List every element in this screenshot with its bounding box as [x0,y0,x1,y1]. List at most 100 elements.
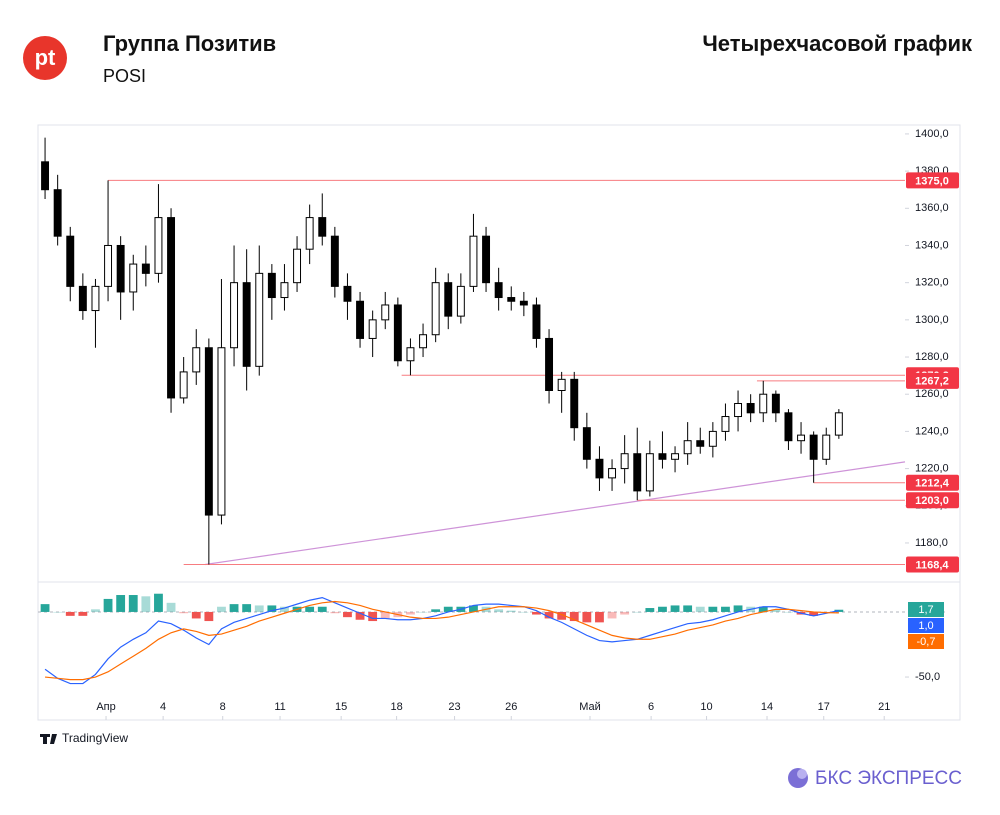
candle-body [217,347,226,516]
candle-body [154,217,163,274]
level-label: 1212,4 [915,478,950,490]
candle-body [381,304,390,321]
candle-body [330,235,339,287]
candle-body [658,453,667,460]
histogram-bar [179,611,189,614]
logo-text: pt [35,45,56,70]
y-tick-label: 1220,0 [915,462,949,474]
candle-body [545,337,554,391]
candle-body [267,272,276,299]
y-tick-label: 1320,0 [915,277,949,289]
candle-body [746,403,755,414]
histogram-bar [343,611,352,618]
level-label: 1203,0 [915,495,949,507]
histogram-bar [809,611,819,616]
x-tick-label: 10 [700,701,712,713]
histogram-bar [317,606,327,612]
histogram-bar [431,609,441,612]
histogram-bar [330,611,340,614]
x-tick-label: 11 [274,701,285,713]
x-tick-label: 23 [448,701,460,713]
histogram-bar [418,611,428,613]
y-tick-label: -50,0 [915,671,940,683]
histogram-bar [254,605,264,612]
candle-body [293,248,302,284]
chart-label: Четырехчасовой график [702,31,973,56]
candle-body [431,282,440,336]
histogram-bar [305,606,315,612]
histogram-bar [380,611,390,619]
histogram-bar [784,611,793,613]
candle-body [104,244,113,287]
candle-body [343,285,352,302]
y-tick-label: 1340,0 [915,239,949,251]
candle-body [708,430,717,447]
histogram-bar [242,604,252,612]
level-label-box [906,372,959,389]
histogram-bar [166,602,176,612]
candle-body [784,412,793,442]
chart-frame [37,124,961,721]
brand: БКС ЭКСПРЕСС [815,768,962,789]
histogram-bar [128,595,138,612]
last-value-label: -0,7 [917,636,936,648]
x-tick-label: 15 [335,701,347,713]
y-tick-label: 1180,0 [915,537,948,549]
candle-body [683,440,692,455]
x-tick-label: 21 [878,701,890,713]
histogram-bar [191,611,201,619]
histogram-bar [708,606,718,612]
histogram-bar [280,606,289,612]
candle-body [167,217,176,399]
histogram-bar [532,611,541,615]
level-label-box [906,172,959,189]
candle-body [721,416,730,432]
histogram-bar [544,611,554,619]
candle-body [66,235,75,287]
candle-body [532,304,541,339]
y-tick-label: 1260,0 [915,388,949,400]
title: Группа Позитив [103,31,276,56]
x-tick-label: 4 [160,701,166,713]
candle-body [759,393,768,414]
level-label-box [906,474,959,491]
x-tick-label: 26 [505,701,517,713]
x-tick-label: 8 [220,701,226,713]
candle-body [507,297,516,302]
candle-body [444,282,453,317]
y-tick-label: 1360,0 [915,202,949,214]
tv-logo [40,734,57,744]
candle-body [633,453,642,492]
candle-body [809,434,818,460]
candle-body [557,378,566,391]
x-tick-label: 6 [648,701,654,713]
histogram-bar [267,605,277,612]
candle-body [645,453,654,492]
histogram-bar [204,611,214,622]
candle-body [456,285,465,317]
histogram-bar [355,611,365,620]
histogram-bar [217,606,226,612]
x-tick-label: Апр [96,701,115,713]
candle-body [318,217,327,237]
candle-body [305,217,314,250]
candle-body [494,282,503,299]
candle-body [608,468,617,479]
histogram-bar [154,593,163,612]
y-tick-label: 1240,0 [915,425,949,437]
candle-body [671,453,680,460]
level-label: 1267,2 [915,376,949,388]
histogram-bar [721,606,730,612]
candle-body [797,434,806,442]
histogram-bar [620,611,630,615]
candle-body [696,440,705,447]
candle-body [280,282,289,299]
candle-body [242,282,251,367]
candle-body [230,282,239,349]
candle-body [368,319,377,339]
candle-body [91,285,100,312]
candle-body [582,427,591,460]
histogram-bar [494,609,504,612]
macd-line [44,600,839,681]
